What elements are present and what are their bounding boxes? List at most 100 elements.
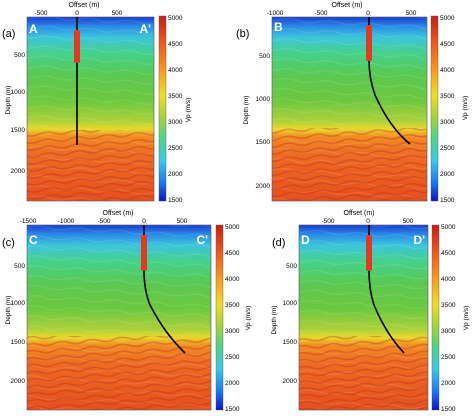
colorbar-tick: 2000 xyxy=(440,171,455,178)
colorbar-tick: 3000 xyxy=(441,328,456,335)
colorbar-tick: 4500 xyxy=(440,41,455,48)
offset-ticks: -500 0 500 xyxy=(34,10,122,17)
depth-tick: 1000 xyxy=(11,89,26,96)
depth-axis-title: Depth (m) xyxy=(271,306,278,335)
offset-ticks: -1000 -500 0 500 xyxy=(267,10,417,17)
colorbar xyxy=(215,224,224,411)
depth-tick: 1000 xyxy=(256,96,271,103)
colorbar-tick: 5000 xyxy=(440,15,455,22)
panel-label: (c) xyxy=(2,237,15,249)
panel-d: Offset (m) -500 0 500 (d) Depth (m) 500 … xyxy=(271,210,470,413)
offset-tick: 0 xyxy=(75,10,79,17)
offset-ticks: -1500 -1000 -500 0 500 xyxy=(20,218,188,225)
depth-tick: 2000 xyxy=(283,378,298,385)
well-path xyxy=(368,225,405,354)
section-end-label: D' xyxy=(413,233,425,247)
depth-tick: 1500 xyxy=(11,127,26,134)
colorbar-tick: 2500 xyxy=(225,354,240,361)
colorbar-tick: 3500 xyxy=(440,93,455,100)
panel-label: (b) xyxy=(236,28,249,40)
colorbar xyxy=(158,15,167,202)
offset-tick: -1500 xyxy=(20,218,37,225)
section-start-label: D xyxy=(301,233,310,247)
colorbar-ticks: 5000 4500 4000 3500 3000 2500 2000 1500 xyxy=(441,224,456,413)
offset-tick: -500 xyxy=(314,10,327,17)
depth-tick: 500 xyxy=(14,263,25,270)
depth-ticks: 500 1000 1500 2000 xyxy=(256,53,271,190)
layer-texture xyxy=(272,128,427,201)
offset-tick: 500 xyxy=(112,10,123,17)
well-log-marker xyxy=(141,235,147,271)
colorbar-tick: 4000 xyxy=(440,67,455,74)
colorbar-tick: 2000 xyxy=(441,380,456,387)
offset-tick: 0 xyxy=(142,218,146,225)
offset-tick: 500 xyxy=(406,10,417,17)
colorbar-tick: 3000 xyxy=(168,119,183,126)
colorbar-ticks: 5000 4500 4000 3500 3000 2500 2000 1500 xyxy=(168,15,183,204)
offset-axis-title: Offset (m) xyxy=(69,2,100,9)
well-log-marker xyxy=(366,235,372,271)
colorbar-tick: 1500 xyxy=(225,406,240,413)
colorbar-tick: 3500 xyxy=(441,302,456,309)
well-path xyxy=(143,225,186,354)
layer-texture xyxy=(27,336,211,410)
colorbar-tick: 1500 xyxy=(168,197,183,204)
well-path xyxy=(368,17,411,145)
section-frame xyxy=(26,224,212,411)
section-start-label: B xyxy=(274,20,283,34)
offset-tick: -500 xyxy=(34,10,47,17)
offset-tick: 0 xyxy=(366,218,370,225)
offset-tick: -1000 xyxy=(58,218,75,225)
colorbar-title: Vp (m/s) xyxy=(462,96,469,121)
colorbar-tick: 3000 xyxy=(440,119,455,126)
depth-tick: 500 xyxy=(286,263,297,270)
section-frame xyxy=(271,16,428,202)
colorbar-tick: 4000 xyxy=(441,276,456,283)
panel-a: Offset (m) -500 0 500 (a) Depth (m) 500 … xyxy=(2,2,192,204)
colorbar xyxy=(431,224,440,411)
colorbar-title: Vp (m/s) xyxy=(245,306,252,331)
colorbar-tick: 1500 xyxy=(441,406,456,413)
offset-axis-title: Offset (m) xyxy=(344,210,375,217)
colorbar-tick: 5000 xyxy=(225,224,240,231)
offset-ticks: -500 0 500 xyxy=(321,218,413,225)
colorbar-tick: 2500 xyxy=(440,145,455,152)
offset-tick: -500 xyxy=(321,218,334,225)
section-start-label: C xyxy=(29,233,38,247)
colorbar-title: Vp (m/s) xyxy=(463,306,470,331)
section-end-label: C' xyxy=(196,233,208,247)
depth-ticks: 500 1000 1500 2000 xyxy=(11,52,26,175)
offset-tick: -1000 xyxy=(267,10,284,17)
depth-tick: 1500 xyxy=(11,339,26,346)
colorbar-tick: 2500 xyxy=(168,145,183,152)
section-frame xyxy=(26,16,155,202)
colorbar-ticks: 5000 4500 4000 3500 3000 2500 2000 1500 xyxy=(440,15,455,204)
colorbar-tick: 4500 xyxy=(168,41,183,48)
depth-tick: 1500 xyxy=(283,339,298,346)
panel-label: (d) xyxy=(272,237,285,249)
offset-axis-title: Offset (m) xyxy=(332,2,363,9)
colorbar-title: Vp (m/s) xyxy=(185,98,192,123)
colorbar-tick: 3000 xyxy=(225,328,240,335)
depth-tick: 500 xyxy=(14,52,25,59)
colorbar-tick: 4000 xyxy=(168,67,183,74)
section-end-label: B' xyxy=(454,20,466,34)
section-start-label: A xyxy=(29,22,38,36)
offset-tick: -500 xyxy=(97,218,110,225)
colorbar-tick: 5000 xyxy=(441,224,456,231)
colorbar-tick: 3500 xyxy=(168,93,183,100)
colorbar-tick: 2000 xyxy=(225,380,240,387)
colorbar-tick: 4500 xyxy=(441,250,456,257)
panel-label: (a) xyxy=(2,28,15,40)
offset-tick: 500 xyxy=(177,218,188,225)
depth-tick: 1000 xyxy=(11,300,26,307)
colorbar-tick: 2000 xyxy=(168,171,183,178)
layer-texture xyxy=(27,130,154,201)
offset-tick: 0 xyxy=(366,10,370,17)
depth-tick: 2000 xyxy=(11,168,26,175)
depth-axis-title: Depth (m) xyxy=(243,96,250,125)
depth-tick: 2000 xyxy=(256,183,271,190)
well-log-marker xyxy=(74,30,80,63)
colorbar-ticks: 5000 4500 4000 3500 3000 2500 2000 1500 xyxy=(225,224,240,413)
